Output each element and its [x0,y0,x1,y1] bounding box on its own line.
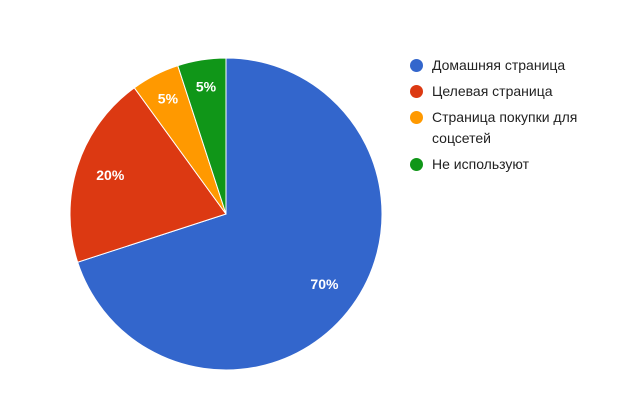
legend: Домашняя страница Целевая страница Страниц… [410,55,577,180]
legend-marker [410,158,423,171]
pie-slice [177,57,227,215]
slice-label: 20% [96,167,125,183]
legend-item: Целевая страница [410,81,578,102]
pie-slice [69,87,227,263]
legend-label: Страница покупки для соцсетей [432,109,578,146]
legend-marker [410,85,423,98]
slice-label: 5% [158,91,179,107]
legend-label: Целевая страница [432,83,553,99]
legend-label: Домашняя страница [432,57,566,73]
legend-marker [410,59,423,72]
slice-label: 70% [310,276,339,292]
legend-item: Не используют [410,154,578,175]
legend-marker [410,111,423,124]
legend-item: Страница покупки для соцсетей [410,107,578,149]
legend-item: Домашняя страница [410,55,578,76]
legend-label: Не используют [432,156,529,172]
pie-slice [77,57,383,371]
slice-label: 5% [196,78,217,94]
